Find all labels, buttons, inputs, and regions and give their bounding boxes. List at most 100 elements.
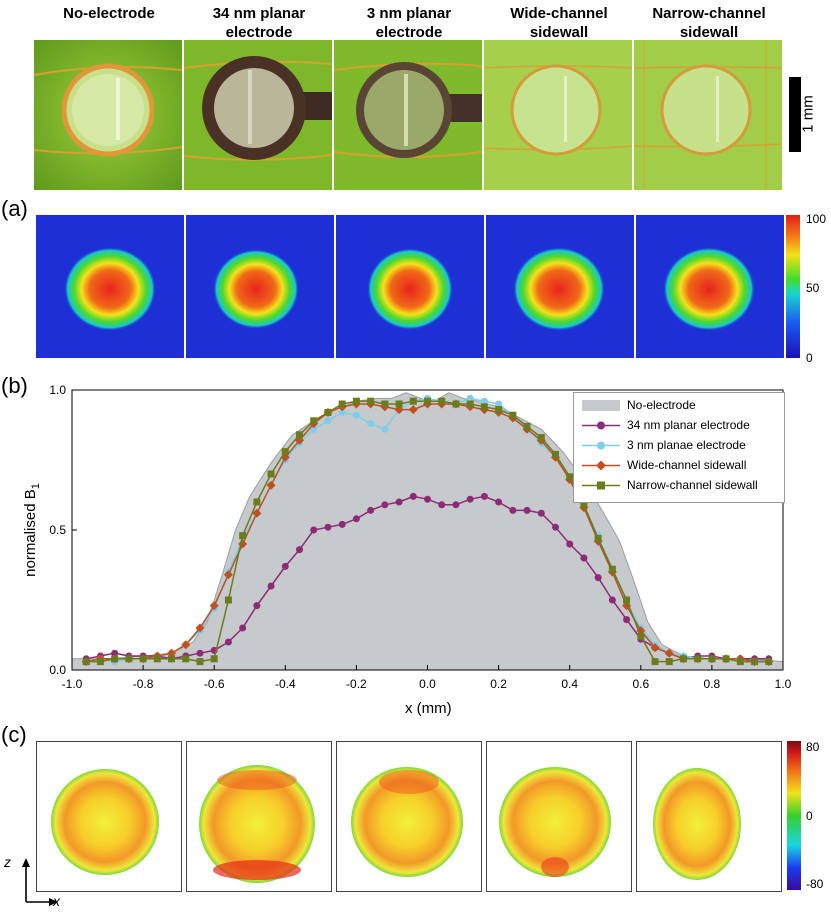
data-point-1 — [523, 506, 531, 514]
data-point-1 — [424, 495, 431, 503]
data-point-2 — [495, 400, 503, 408]
data-point-4 — [267, 470, 275, 478]
data-point-4 — [580, 501, 588, 509]
data-point-3 — [195, 623, 205, 633]
colorbar-a-tick-100: 100 — [806, 212, 827, 226]
data-point-4 — [438, 397, 446, 405]
colorbar-a-tick-0: 0 — [806, 351, 813, 365]
data-point-1 — [466, 495, 474, 503]
colorbar-c — [787, 741, 801, 890]
data-point-1 — [395, 498, 403, 506]
data-point-2 — [381, 425, 389, 433]
c-map-narrow-channel — [636, 741, 782, 892]
x-tick-label: 0.8 — [704, 677, 721, 691]
data-point-3 — [252, 508, 262, 518]
data-point-3 — [181, 640, 191, 650]
data-point-1 — [324, 523, 332, 531]
data-point-3 — [223, 570, 233, 580]
c-map-wide-channel — [486, 741, 632, 892]
data-point-4 — [96, 658, 104, 666]
data-point-4 — [694, 655, 702, 663]
data-point-4 — [310, 417, 318, 425]
data-point-4 — [424, 397, 431, 405]
data-point-4 — [665, 658, 673, 666]
data-point-1 — [310, 526, 318, 534]
data-point-3 — [650, 643, 660, 653]
data-point-1 — [608, 596, 616, 604]
legend-marker-34nm — [582, 421, 620, 430]
y-tick-label: 0.5 — [49, 523, 66, 537]
column-title-wide-channel: Wide-channel sidewall — [510, 5, 608, 41]
data-point-4 — [111, 655, 119, 663]
panel-label-c: (c) — [1, 722, 27, 747]
data-point-1 — [281, 562, 289, 570]
data-point-1 — [253, 602, 261, 610]
data-point-1 — [537, 509, 545, 517]
data-point-1 — [296, 546, 304, 554]
data-point-4 — [395, 400, 403, 408]
data-point-2 — [338, 408, 346, 416]
data-point-2 — [352, 411, 360, 419]
data-point-1 — [495, 498, 503, 506]
b1-map-wide-channel — [486, 215, 634, 358]
legend-label-narrow: Narrow-channel sidewall — [627, 478, 758, 492]
column-title-34nm-planar: 34 nm planar electrode — [212, 5, 306, 41]
data-point-1 — [381, 501, 389, 509]
data-point-4 — [82, 658, 90, 666]
legend-marker-3nm — [582, 441, 620, 450]
data-point-4 — [281, 448, 289, 456]
data-point-4 — [324, 408, 332, 416]
data-point-4 — [224, 596, 232, 604]
x-tick-label: 0.6 — [632, 677, 649, 691]
data-point-4 — [608, 565, 616, 573]
data-point-1 — [224, 638, 232, 646]
data-point-2 — [310, 425, 318, 433]
x-tick-label: 1.0 — [775, 677, 792, 691]
data-point-1 — [367, 506, 375, 514]
photo-34nm-planar-electrode — [184, 40, 332, 190]
data-point-1 — [509, 506, 517, 514]
data-point-4 — [352, 397, 360, 405]
colorbar-a — [786, 215, 800, 358]
data-point-1 — [239, 624, 247, 632]
y-axis-title-subscript: 1 — [30, 483, 42, 490]
data-point-1 — [452, 501, 460, 509]
x-tick-label: -0.8 — [133, 677, 154, 691]
data-point-4 — [537, 434, 545, 442]
legend-swatch-no-electrode — [582, 400, 620, 411]
data-point-2 — [466, 394, 474, 402]
data-point-1 — [267, 582, 275, 590]
data-point-4 — [125, 655, 133, 663]
data-point-1 — [623, 616, 631, 624]
panel-label-a: (a) — [1, 196, 28, 221]
y-tick-label: 1.0 — [49, 383, 66, 397]
data-point-2 — [480, 397, 488, 405]
chart-legend: No-electrode 34 nm planar electrode 3 nm… — [573, 392, 785, 503]
data-point-4 — [637, 632, 645, 640]
data-point-1 — [480, 492, 488, 500]
legend-label-wide: Wide-channel sidewall — [627, 458, 747, 472]
data-point-1 — [338, 520, 346, 528]
x-tick-label: -1.0 — [62, 677, 83, 691]
data-point-4 — [509, 411, 517, 419]
x-tick-label: 0.0 — [419, 677, 436, 691]
colorbar-a-tick-50: 50 — [806, 281, 820, 295]
c-map-no-electrode — [36, 741, 182, 892]
data-point-3 — [266, 480, 276, 490]
y-axis-title-text: normalised B — [22, 489, 39, 577]
data-point-3 — [408, 405, 418, 415]
data-point-1 — [438, 501, 446, 509]
data-point-4 — [239, 532, 247, 540]
data-point-4 — [722, 655, 730, 663]
data-point-2 — [324, 417, 332, 425]
c-map-34nm-planar — [186, 741, 332, 892]
x-tick-label: 0.4 — [561, 677, 578, 691]
photo-wide-channel-sidewall — [484, 40, 632, 190]
data-point-4 — [651, 658, 659, 666]
data-point-4 — [296, 431, 304, 439]
data-point-4 — [338, 400, 346, 408]
b1-map-narrow-channel — [636, 215, 784, 358]
data-point-4 — [466, 400, 474, 408]
